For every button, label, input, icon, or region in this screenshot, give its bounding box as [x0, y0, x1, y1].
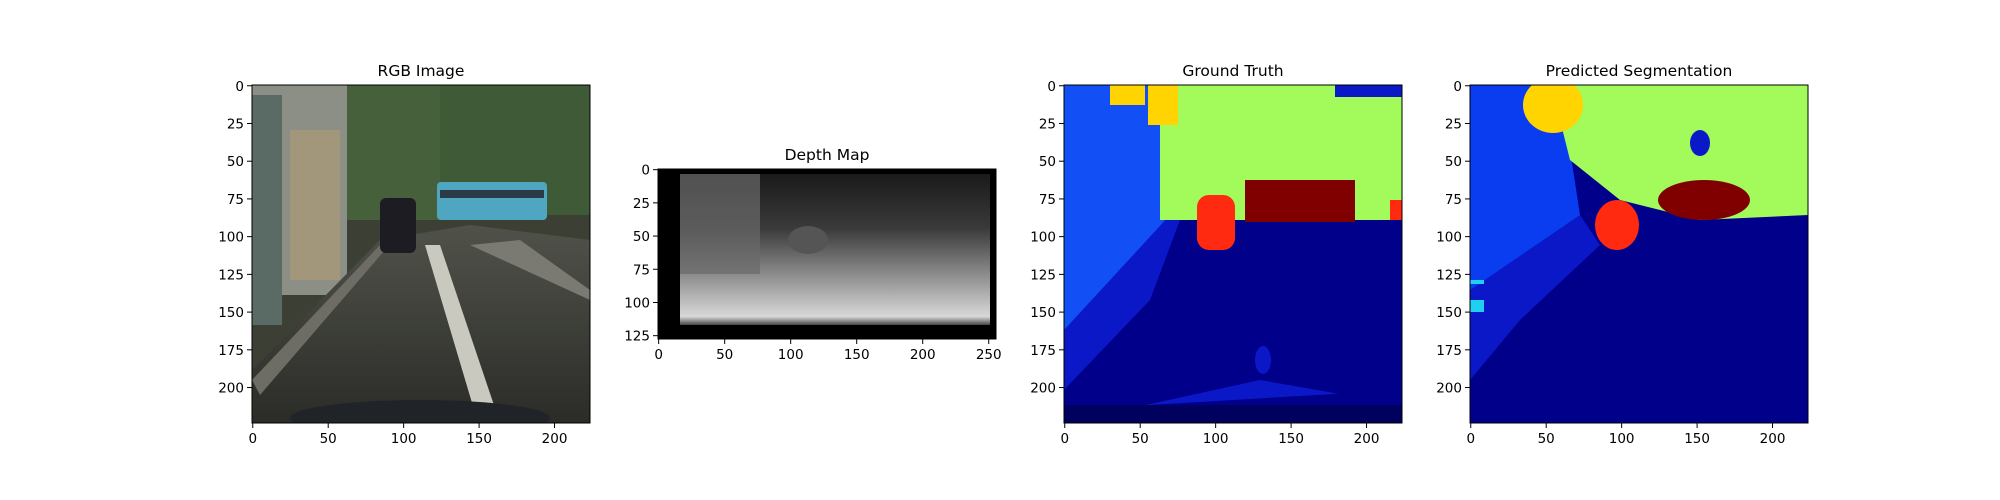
y-tick-label: 150 [218, 305, 244, 321]
x-tick-label: 100 [391, 431, 417, 447]
y-tick-label: 75 [227, 192, 244, 208]
depth-image [658, 169, 996, 339]
x-tick-label: 0 [1466, 431, 1475, 447]
y-ticks-depth: 0 25 50 75 100 125 [624, 163, 658, 345]
y-ticks-pred: 0 25 50 75 100 125 150 175 200 [1436, 79, 1470, 397]
y-tick-label: 25 [1445, 116, 1462, 132]
y-tick-label: 100 [218, 230, 244, 246]
y-tick-label: 200 [1030, 381, 1056, 397]
pred-cyan [1470, 300, 1484, 312]
y-tick-label: 50 [633, 229, 650, 245]
x-ticks-depth: 0 50 100 150 200 250 [654, 339, 1002, 363]
x-tick-label: 150 [844, 347, 870, 363]
rgb-car [380, 198, 416, 253]
y-tick-label: 125 [218, 267, 244, 283]
x-tick-label: 0 [248, 431, 257, 447]
x-tick-label: 200 [1354, 431, 1380, 447]
y-tick-label: 125 [1030, 267, 1056, 283]
panel-gt: Ground Truth 0 25 50 75 100 125 150 175 200 0 50 1… [1030, 62, 1403, 447]
rgb-image [252, 85, 590, 423]
pred-car-red [1595, 200, 1639, 250]
y-tick-label: 175 [1030, 343, 1056, 359]
y-tick-label: 50 [1445, 154, 1462, 170]
pred-sidewalk [1470, 215, 1600, 380]
x-tick-label: 200 [542, 431, 568, 447]
x-tick-label: 250 [976, 347, 1002, 363]
x-tick-label: 50 [320, 431, 337, 447]
rgb-lane-line [425, 245, 500, 423]
y-tick-label: 0 [235, 79, 244, 95]
panel-title-gt: Ground Truth [1182, 62, 1283, 80]
y-tick-label: 25 [633, 196, 650, 212]
y-tick-label: 150 [1436, 305, 1462, 321]
x-ticks-pred: 0 50 100 150 200 [1466, 423, 1785, 447]
pred-vegetation [1555, 85, 1808, 220]
y-tick-label: 175 [1436, 343, 1462, 359]
y-tick-label: 125 [624, 329, 650, 345]
y-tick-label: 100 [624, 295, 650, 311]
y-tick-label: 75 [1039, 192, 1056, 208]
y-ticks-rgb: 0 25 50 75 100 125 150 175 200 [218, 79, 252, 397]
panel-title-depth: Depth Map [785, 146, 870, 164]
x-tick-label: 50 [1132, 431, 1149, 447]
x-tick-label: 0 [1060, 431, 1069, 447]
panel-title-pred: Predicted Segmentation [1546, 62, 1733, 80]
x-tick-label: 100 [1203, 431, 1229, 447]
x-tick-label: 150 [1278, 431, 1304, 447]
x-tick-label: 200 [1760, 431, 1786, 447]
y-tick-label: 0 [1047, 79, 1056, 95]
x-tick-label: 50 [1538, 431, 1555, 447]
y-tick-label: 175 [218, 343, 244, 359]
rgb-bus [437, 182, 547, 220]
rgb-road [252, 225, 590, 423]
y-tick-label: 100 [1030, 230, 1056, 246]
panel-pred: Predicted Segmentation 0 25 50 75 100 125 150 1… [1436, 62, 1809, 447]
y-tick-label: 0 [641, 163, 650, 179]
x-tick-label: 100 [778, 347, 804, 363]
y-tick-label: 25 [227, 116, 244, 132]
y-tick-label: 50 [1039, 154, 1056, 170]
y-ticks-gt: 0 25 50 75 100 125 150 175 200 [1030, 79, 1064, 397]
x-tick-label: 50 [716, 347, 733, 363]
y-tick-label: 125 [1436, 267, 1462, 283]
gt-bus-maroon [1245, 180, 1355, 222]
y-tick-label: 75 [1445, 192, 1462, 208]
y-tick-label: 200 [1436, 381, 1462, 397]
x-ticks-gt: 0 50 100 150 200 [1060, 423, 1379, 447]
x-tick-label: 200 [910, 347, 936, 363]
x-tick-label: 100 [1609, 431, 1635, 447]
y-tick-label: 75 [633, 262, 650, 278]
y-tick-label: 150 [1030, 305, 1056, 321]
gt-building [1064, 85, 1170, 330]
gt-pole-yellow [1110, 85, 1145, 105]
pred-bus-maroon [1658, 180, 1750, 220]
rgb-trees-left [340, 85, 450, 220]
gt-image [1064, 85, 1402, 423]
y-tick-label: 100 [1436, 230, 1462, 246]
gt-car-red [1197, 195, 1235, 250]
gt-road [1064, 220, 1402, 423]
panel-rgb: RGB Image 0 25 50 75 100 125 150 175 200 0 50 100 1… [218, 62, 591, 447]
pred-pole-yellow [1523, 85, 1583, 133]
x-tick-label: 150 [466, 431, 492, 447]
y-tick-label: 25 [1039, 116, 1056, 132]
panel-title-rgb: RGB Image [378, 62, 465, 80]
pred-image [1470, 85, 1808, 423]
y-tick-label: 200 [218, 381, 244, 397]
panel-depth: Depth Map 0 25 50 75 100 125 0 50 100 150 200 250 [624, 146, 1001, 363]
y-tick-label: 50 [227, 154, 244, 170]
x-tick-label: 150 [1684, 431, 1710, 447]
x-ticks-rgb: 0 50 100 150 200 [248, 423, 567, 447]
y-tick-label: 0 [1453, 79, 1462, 95]
x-tick-label: 0 [654, 347, 663, 363]
